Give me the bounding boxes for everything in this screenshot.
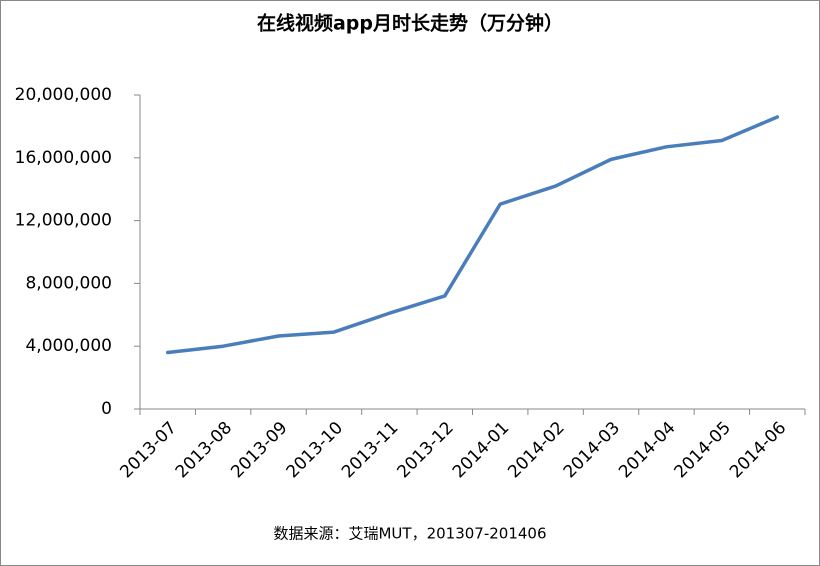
y-tick-label: 0	[101, 399, 112, 419]
source-note: 数据来源：艾瑞MUT，201307-201406	[273, 525, 546, 543]
chart-title: 在线视频app月时长走势（万分钟）	[257, 12, 563, 35]
y-tick-label: 12,000,000	[15, 211, 112, 231]
y-tick-label: 8,000,000	[25, 273, 112, 293]
y-tick-label: 16,000,000	[15, 148, 112, 168]
line-series	[165, 115, 780, 355]
y-tick-label: 4,000,000	[25, 336, 112, 356]
y-tick-label: 20,000,000	[15, 85, 112, 105]
